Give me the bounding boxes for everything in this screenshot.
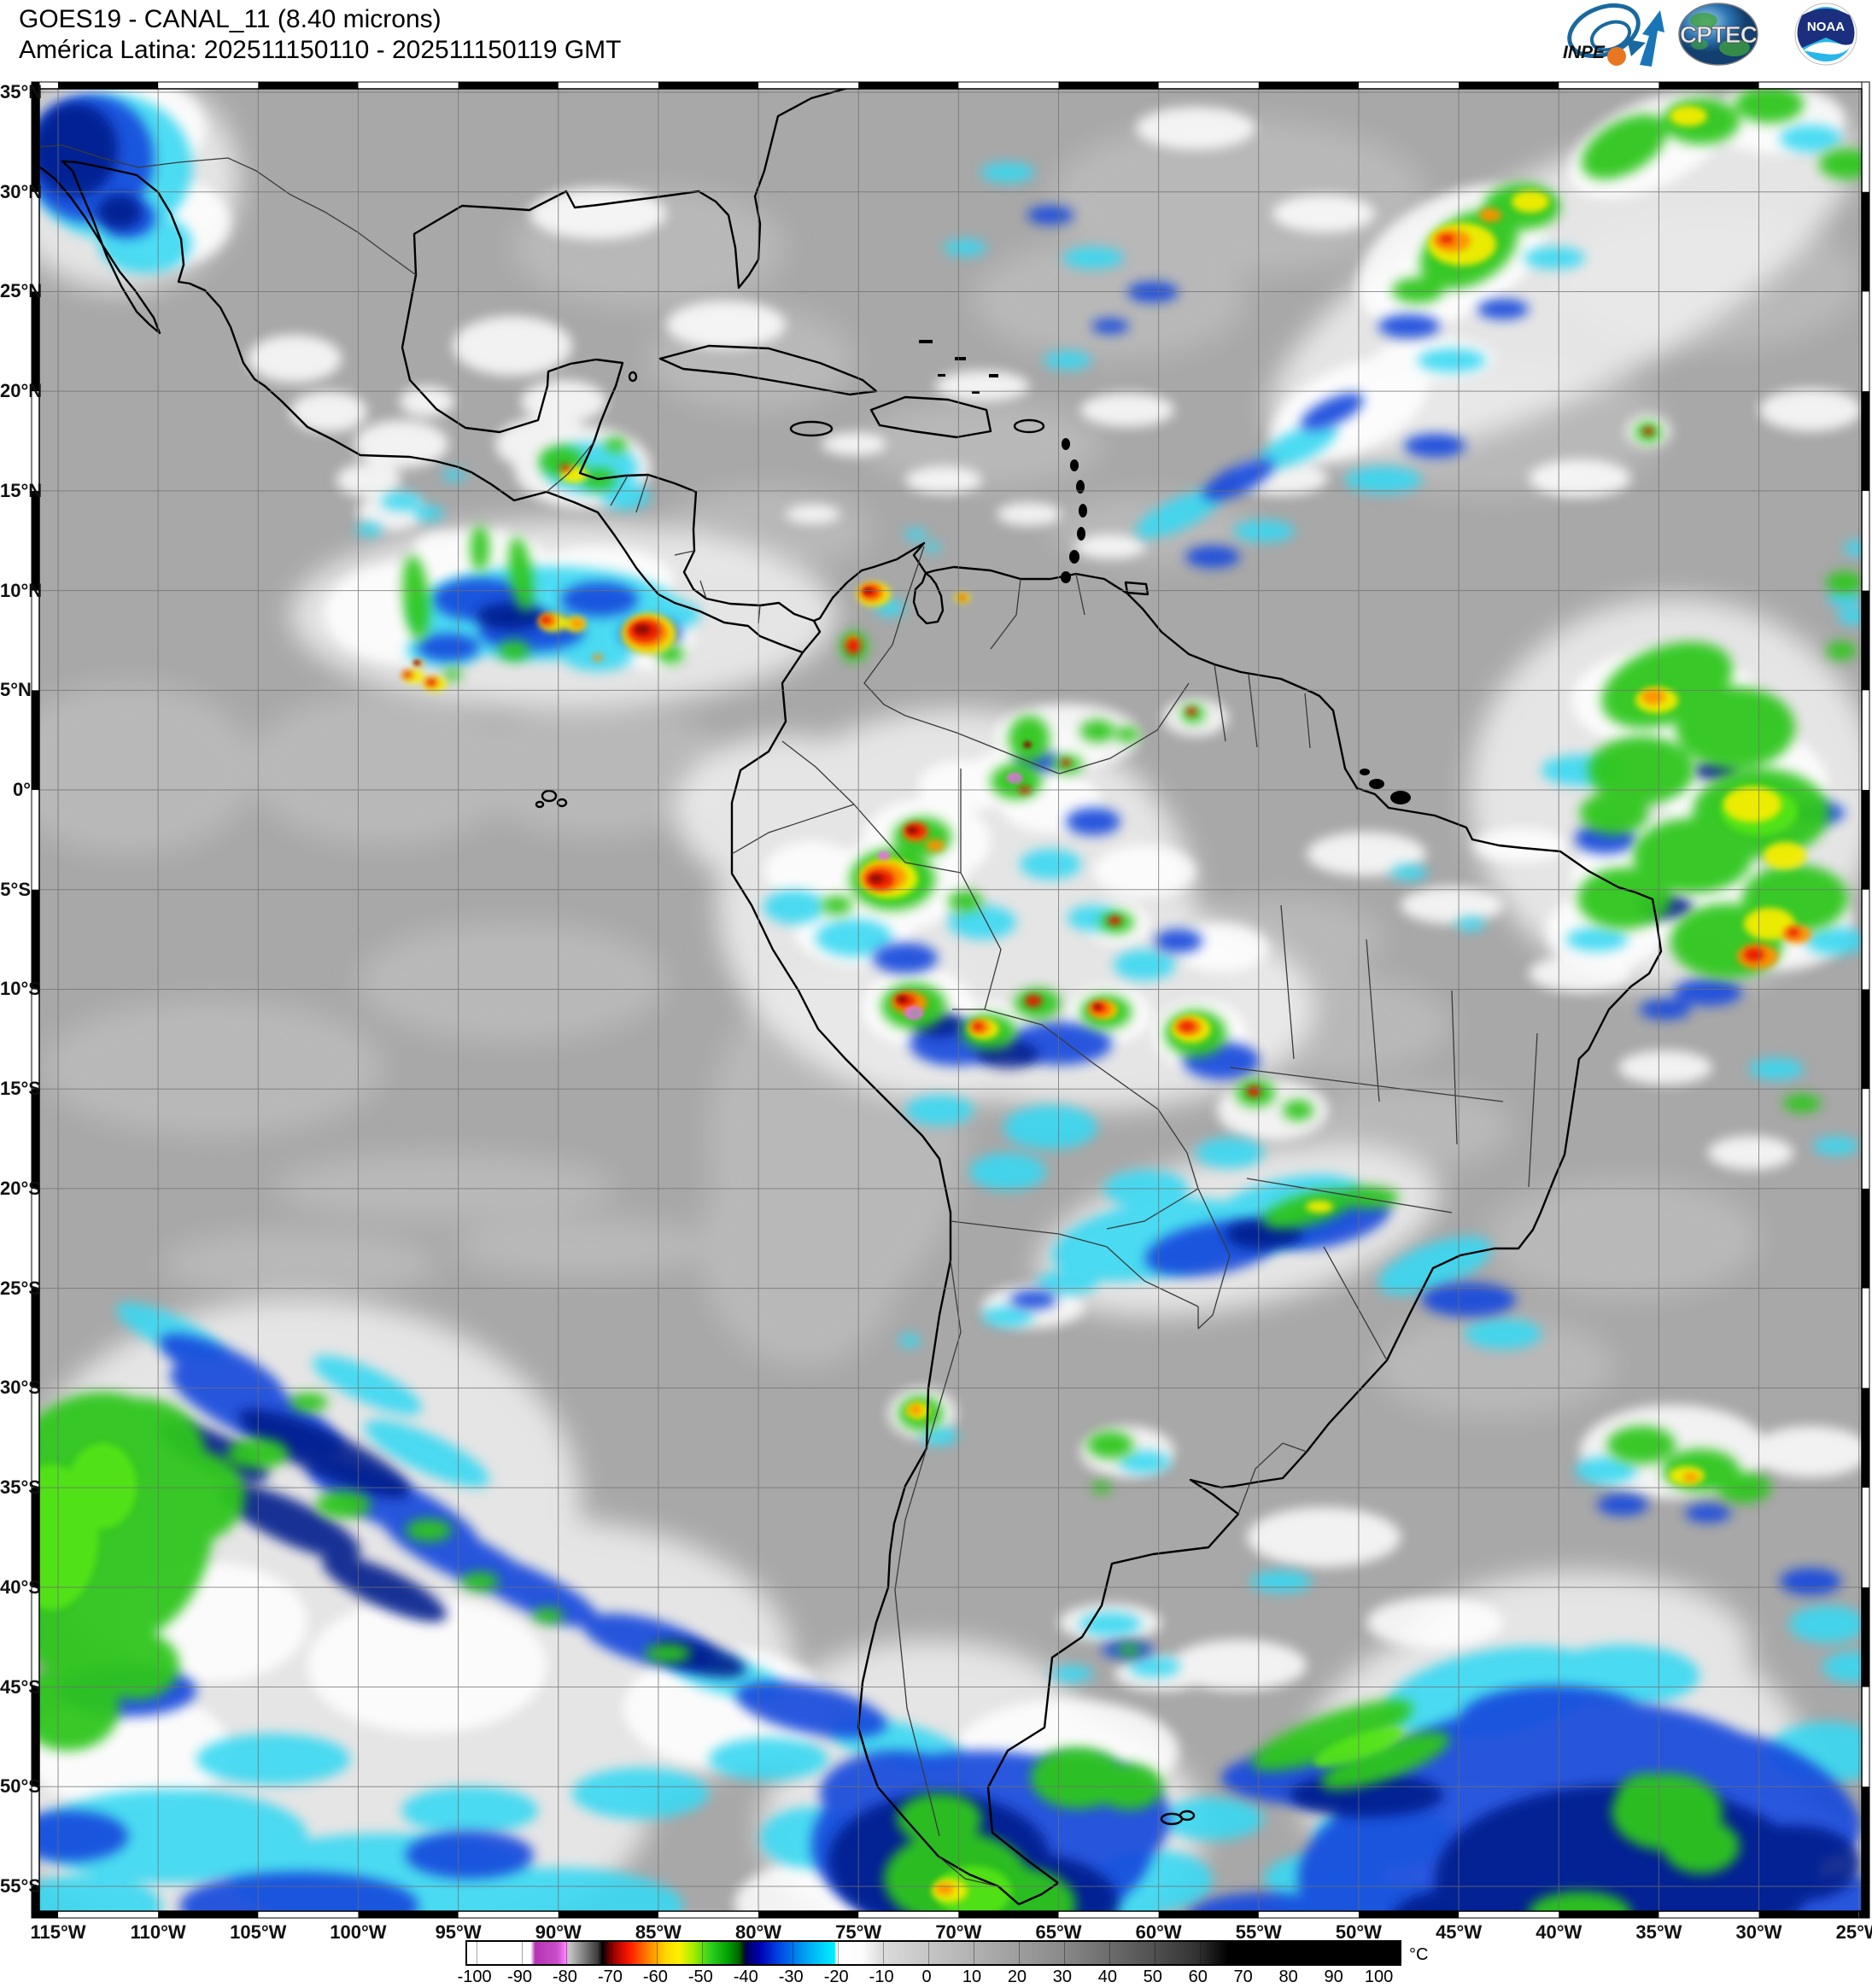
colorbar-tick-label: 90 bbox=[1324, 1968, 1343, 1986]
colorbar-tick-mark bbox=[838, 1942, 839, 1964]
lat-label: 40°S bbox=[0, 1576, 41, 1598]
lon-label: 100°W bbox=[330, 1921, 387, 1943]
lon-label: 55°W bbox=[1235, 1921, 1282, 1943]
colorbar-tick-label: -100 bbox=[457, 1968, 492, 1986]
lat-label: 30°S bbox=[0, 1377, 41, 1399]
noaa-logo-text: NOAA bbox=[1807, 20, 1845, 34]
lon-label: 105°W bbox=[230, 1921, 287, 1943]
lon-label: 40°W bbox=[1536, 1921, 1582, 1943]
lat-label: 35°N bbox=[0, 81, 43, 102]
lon-label: 45°W bbox=[1436, 1921, 1483, 1943]
lon-label: 30°W bbox=[1735, 1921, 1782, 1943]
lon-label: 25°W bbox=[1835, 1921, 1872, 1943]
colorbar-tick-mark bbox=[928, 1942, 930, 1964]
lon-label: 95°W bbox=[435, 1921, 482, 1943]
lon-label: 85°W bbox=[635, 1921, 682, 1943]
lat-label: 20°N bbox=[0, 380, 43, 402]
colorbar-tick-label: 100 bbox=[1364, 1968, 1394, 1986]
lon-label: 115°W bbox=[30, 1921, 86, 1943]
colorbar-tick-mark bbox=[1109, 1942, 1110, 1964]
lat-label: 10°N bbox=[0, 579, 43, 601]
temperature-colorbar bbox=[465, 1940, 1401, 1966]
colorbar-tick-label: 40 bbox=[1097, 1968, 1117, 1986]
cptec-logo: CPTEC bbox=[1678, 3, 1758, 66]
colorbar-tick-mark bbox=[702, 1942, 704, 1964]
colorbar-tick-label: -60 bbox=[642, 1968, 668, 1986]
lat-label: 15°S bbox=[0, 1078, 41, 1100]
lat-label: 15°N bbox=[0, 479, 43, 501]
colorbar-tick-label: -50 bbox=[687, 1968, 713, 1986]
colorbar-tick-label: 50 bbox=[1143, 1968, 1162, 1986]
colorbar-tick-mark bbox=[1380, 1942, 1382, 1964]
inpe-logo-text: INPE bbox=[1563, 43, 1606, 62]
noaa-logo: NOAA bbox=[1794, 3, 1857, 66]
colorbar-tick-label: 20 bbox=[1007, 1968, 1027, 1986]
colorbar-tick-label: -10 bbox=[869, 1968, 894, 1986]
product-title: GOES19 - CANAL_11 (8.40 microns) bbox=[19, 5, 442, 33]
lon-label: 110°W bbox=[130, 1921, 186, 1943]
lat-label: 50°S bbox=[0, 1775, 41, 1798]
colorbar-tick-label: -20 bbox=[823, 1968, 849, 1986]
colorbar-tick-mark bbox=[521, 1942, 523, 1964]
lat-label: 5°S bbox=[0, 878, 31, 900]
cptec-logo-text: CPTEC bbox=[1680, 21, 1758, 48]
country-borders bbox=[39, 144, 1538, 1887]
colorbar-tick-label: 10 bbox=[962, 1968, 982, 1986]
lat-label: 35°S bbox=[0, 1476, 41, 1499]
colorbar-tick-mark bbox=[1335, 1942, 1337, 1964]
colorbar-tick-mark bbox=[1244, 1942, 1246, 1964]
colorbar-tick-label: -30 bbox=[778, 1968, 804, 1986]
colorbar-tick-label: 30 bbox=[1052, 1968, 1073, 1986]
lat-label: 45°S bbox=[0, 1675, 41, 1698]
colorbar-tick-label: -90 bbox=[507, 1968, 532, 1986]
lon-label: 50°W bbox=[1335, 1921, 1382, 1943]
lon-label: 35°W bbox=[1635, 1921, 1682, 1943]
lon-label: 90°W bbox=[535, 1921, 582, 1943]
small-islands bbox=[919, 340, 1411, 804]
map-frame bbox=[31, 81, 1870, 1919]
colorbar-tick-mark bbox=[657, 1942, 658, 1964]
lat-label: 55°S bbox=[0, 1874, 41, 1897]
lon-label: 60°W bbox=[1135, 1921, 1182, 1943]
lon-label: 70°W bbox=[935, 1921, 982, 1943]
product-subtitle: América Latina: 202511150110 - 202511150… bbox=[19, 36, 622, 64]
colorbar-tick-label: 60 bbox=[1188, 1968, 1208, 1986]
colorbar-tick-mark bbox=[747, 1942, 749, 1964]
colorbar-tick-mark bbox=[1199, 1942, 1201, 1964]
colorbar-unit-label: °C bbox=[1409, 1945, 1429, 1964]
lon-label: 65°W bbox=[1035, 1921, 1082, 1943]
infrared-imagery bbox=[39, 89, 1862, 1911]
colorbar-tick-mark bbox=[611, 1942, 613, 1964]
colorbar-tick-mark bbox=[1063, 1942, 1065, 1964]
lat-label: 30°N bbox=[0, 180, 43, 202]
colorbar-tick-label: 70 bbox=[1233, 1968, 1253, 1986]
lat-label: 10°S bbox=[0, 978, 41, 1000]
lat-label: 0° bbox=[12, 779, 31, 801]
colorbar-tick-label: -40 bbox=[733, 1968, 758, 1986]
lat-label: 5°N bbox=[0, 679, 32, 701]
colorbar-tick-mark bbox=[1290, 1942, 1291, 1964]
colorbar-tick-mark bbox=[1018, 1942, 1020, 1964]
lon-label: 75°W bbox=[835, 1921, 882, 1943]
lat-label: 25°N bbox=[0, 280, 43, 302]
inpe-logo: INPE bbox=[1563, 3, 1664, 67]
latlon-grid bbox=[39, 89, 1862, 1911]
colorbar-tick-label: -80 bbox=[553, 1968, 577, 1986]
colorbar-tick-label: 80 bbox=[1278, 1968, 1298, 1986]
lat-label: 25°S bbox=[0, 1277, 41, 1299]
lat-label: 20°S bbox=[0, 1177, 41, 1199]
colorbar-tick-label: -70 bbox=[597, 1968, 623, 1986]
colorbar-tick-mark bbox=[566, 1942, 568, 1964]
colorbar-tick-mark bbox=[883, 1942, 885, 1964]
colorbar-tick-label: 0 bbox=[921, 1968, 932, 1986]
lon-label: 80°W bbox=[735, 1921, 782, 1943]
